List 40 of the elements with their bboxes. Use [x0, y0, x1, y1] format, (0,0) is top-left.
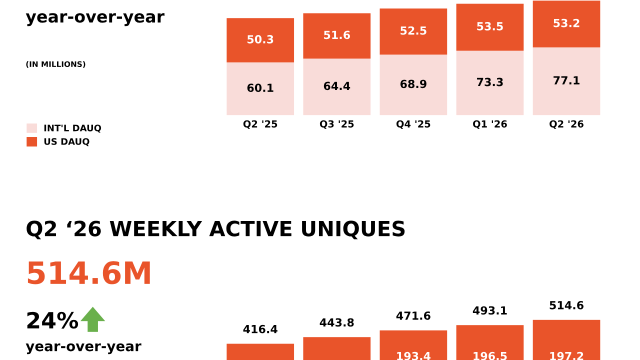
- annotation: 197.2: [550, 352, 584, 360]
- x-tick-label: Q2 '26: [550, 120, 584, 129]
- data-label: 416.4: [243, 324, 278, 334]
- data-label: 493.1: [472, 306, 507, 315]
- text: year-over-year: [26, 343, 142, 354]
- bar: [380, 54, 448, 116]
- bar: [532, 47, 600, 116]
- text: year-over-year: [26, 13, 164, 26]
- legend-label: US DAUQ: [44, 138, 90, 146]
- x-tick-label: Q1 '26: [473, 120, 507, 129]
- data-label: 51.6: [324, 30, 350, 40]
- bar: [303, 13, 371, 59]
- bar: [380, 8, 448, 55]
- text: 514.6M: [28, 261, 150, 284]
- x-tick-label: Q2 '25: [243, 120, 278, 129]
- data-label: 77.1: [554, 76, 580, 84]
- data-label: 53.5: [477, 22, 503, 30]
- legend-label: INT'L DAUQ: [44, 124, 102, 133]
- bar: [456, 50, 524, 116]
- data-label: 53.2: [554, 18, 580, 28]
- data-label: 514.6: [550, 300, 584, 310]
- data-label: 50.3: [248, 35, 274, 44]
- text: 24%: [27, 312, 78, 329]
- data-label: 52.5: [400, 26, 426, 35]
- annotation: 193.4: [397, 352, 431, 360]
- bar: [226, 62, 294, 116]
- data-label: 60.1: [247, 84, 274, 92]
- chart-title: Q2 ‘26 WEEKLY ACTIVE UNIQUES: [26, 220, 405, 240]
- data-label: 68.9: [400, 80, 426, 88]
- x-tick-label: Q4 '25: [396, 120, 430, 129]
- bar: [532, 0, 600, 48]
- data-label: 443.8: [320, 318, 354, 327]
- data-label: 64.4: [324, 82, 350, 90]
- data-label: 471.6: [396, 311, 430, 320]
- bar: [226, 18, 294, 62]
- data-label: 73.3: [477, 78, 503, 86]
- bar: [456, 4, 524, 51]
- x-tick-label: Q3 '25: [320, 120, 354, 129]
- bar: [303, 58, 371, 116]
- annotation: 196.5: [474, 352, 507, 360]
